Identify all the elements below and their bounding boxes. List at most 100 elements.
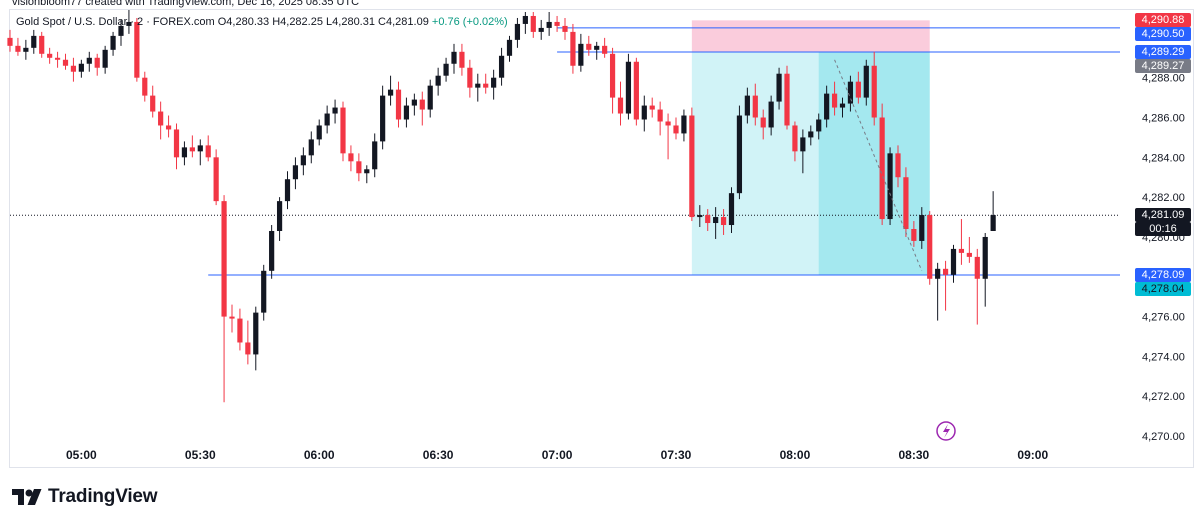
candle-body-11 [94, 57, 100, 68]
candle-body-108 [863, 65, 869, 98]
tradingview-logo-icon [12, 489, 42, 505]
candle-body-9 [78, 63, 84, 72]
candle-body-15 [126, 21, 132, 26]
chart-attribution: visionbloom77 created with TradingView.c… [12, 0, 360, 8]
x-tick-label: 08:30 [899, 448, 930, 462]
candle-body-68 [546, 21, 552, 28]
candle-body-49 [395, 89, 402, 120]
candle-body-25 [205, 145, 211, 158]
x-tick-label: 07:30 [661, 448, 692, 462]
candle-body-77 [617, 97, 624, 114]
candle-body-26 [213, 157, 219, 202]
candle-body-97 [776, 73, 782, 102]
symbol-name: Gold Spot / U.S. Dollar · 2 · FOREX.com [16, 16, 215, 28]
candle-body-95 [760, 117, 766, 128]
bar-countdown-tag: 00:16 [1135, 222, 1191, 237]
open-value: 4,280.33 [226, 16, 270, 28]
candle-body-99 [792, 125, 798, 152]
candle-body-106 [847, 81, 854, 104]
low-value: 4,280.31 [332, 16, 375, 28]
candle-body-112 [895, 153, 901, 178]
candle-body-19 [158, 111, 164, 126]
candle-body-102 [816, 119, 822, 132]
y-tick-label: 4,282.00 [1142, 192, 1185, 204]
candle-body-13 [110, 35, 116, 50]
x-tick-label: 06:30 [423, 448, 454, 462]
x-tick-label: 09:00 [1017, 448, 1048, 462]
candle-body-104 [831, 93, 838, 108]
candle-body-58 [467, 67, 473, 88]
candle-body-74 [594, 45, 600, 50]
candle-body-33 [269, 230, 275, 271]
stop-price-tag: 4,290.88 [1135, 13, 1191, 28]
candle-body-2 [23, 47, 29, 52]
candle-body-16 [134, 21, 140, 78]
chart-frame[interactable] [9, 9, 1194, 468]
candle-body-69 [554, 21, 560, 26]
candle-body-39 [316, 125, 322, 140]
candle-body-55 [443, 63, 449, 76]
candle-body-31 [253, 312, 259, 355]
candle-body-44 [356, 161, 362, 174]
candle-body-118 [942, 268, 949, 275]
candle-body-64 [514, 23, 521, 40]
candle-body-120 [958, 248, 965, 253]
candle-body-52 [419, 99, 425, 110]
candle-body-0 [7, 37, 13, 46]
candle-body-115 [919, 215, 925, 241]
candle-body-57 [459, 51, 465, 68]
candle-body-71 [570, 31, 576, 66]
candle-body-40 [324, 113, 330, 126]
lightning-event-icon [936, 421, 956, 441]
low-label: L [326, 16, 333, 28]
candle-body-78 [625, 61, 632, 114]
candle-body-30 [245, 342, 251, 355]
candle-body-27 [221, 201, 227, 317]
candle-body-18 [150, 95, 156, 112]
candle-body-42 [340, 107, 346, 154]
candle-body-51 [411, 99, 417, 106]
x-tick-label: 08:00 [780, 448, 811, 462]
candle-body-65 [522, 15, 528, 24]
candle-body-43 [348, 153, 354, 162]
candle-body-48 [387, 89, 394, 96]
candle-body-107 [855, 81, 861, 98]
symbol-ohlc-legend: Gold Spot / U.S. Dollar · 2 · FOREX.com … [16, 16, 508, 28]
x-tick-label: 05:00 [66, 448, 97, 462]
candle-body-24 [197, 145, 203, 152]
previous-close-tag: 4,289.27 [1135, 59, 1191, 73]
tradingview-logo[interactable]: TradingView [12, 486, 158, 508]
candle-body-47 [380, 95, 386, 142]
candle-body-36 [292, 165, 299, 180]
x-tick-label: 06:00 [304, 448, 335, 462]
candle-body-20 [165, 125, 172, 130]
change-value: +0.76 (+0.02%) [431, 16, 508, 28]
candle-body-60 [483, 83, 489, 88]
candle-body-121 [966, 252, 972, 257]
trade-path-dashed-line [834, 59, 923, 272]
x-tick-label: 05:30 [185, 448, 216, 462]
candle-body-34 [276, 201, 283, 231]
candle-body-35 [284, 179, 291, 202]
candle-body-75 [602, 45, 608, 54]
candle-body-80 [641, 105, 647, 120]
candle-body-81 [649, 105, 655, 110]
candle-body-5 [47, 53, 53, 58]
candle-body-56 [451, 51, 457, 64]
y-tick-label: 4,276.00 [1142, 312, 1185, 324]
candle-body-124 [990, 215, 996, 231]
candle-body-101 [808, 131, 814, 138]
candle-body-113 [903, 177, 909, 229]
candle-body-116 [927, 215, 933, 279]
last-price-tag: 4,281.09 [1135, 208, 1191, 223]
target-price-tag: 4,278.04 [1135, 281, 1191, 296]
candle-body-50 [403, 105, 410, 120]
candle-body-109 [871, 65, 877, 118]
candle-body-117 [935, 268, 941, 279]
lightning-bolt-icon [943, 424, 950, 438]
candle-body-105 [839, 103, 846, 108]
candle-body-41 [332, 107, 338, 114]
candle-body-91 [728, 193, 735, 226]
candle-body-87 [697, 215, 703, 218]
